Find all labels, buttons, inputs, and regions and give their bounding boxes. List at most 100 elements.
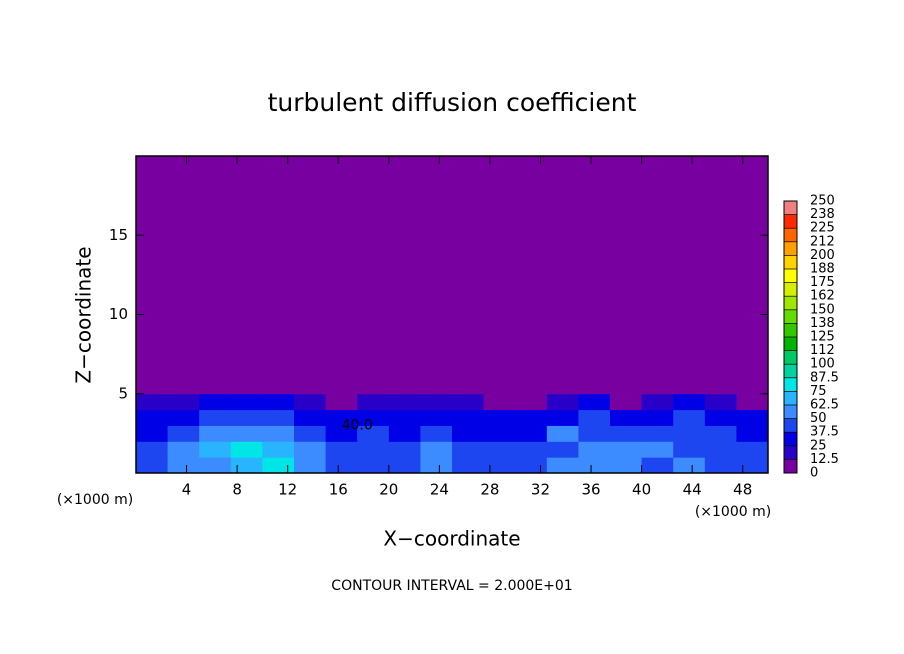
x-tick-label: 20 <box>379 481 398 499</box>
cell <box>230 457 263 474</box>
cell <box>294 425 327 442</box>
cell <box>483 156 516 395</box>
cell <box>357 425 390 442</box>
cell <box>294 409 327 426</box>
colorbar-label: 188 <box>810 262 835 277</box>
cell <box>167 441 200 458</box>
colorbar-swatch <box>784 269 797 283</box>
cell <box>483 441 516 458</box>
cell <box>357 156 390 395</box>
cell <box>388 393 421 411</box>
cell <box>136 393 169 411</box>
cell <box>167 457 200 474</box>
cell <box>546 457 579 474</box>
cell <box>641 457 674 474</box>
cell <box>515 425 548 442</box>
cell <box>515 409 548 426</box>
cell <box>673 425 706 442</box>
cell <box>546 441 579 458</box>
cell <box>294 156 327 395</box>
y-tick-label: 15 <box>109 226 128 244</box>
cell <box>452 156 485 395</box>
cell <box>452 425 485 442</box>
cell <box>610 441 643 458</box>
cell <box>230 409 263 426</box>
colorbar-label: 75 <box>810 384 827 399</box>
cell <box>167 425 200 442</box>
colorbar-label: 12.5 <box>810 452 839 467</box>
cell <box>515 457 548 474</box>
cell <box>736 441 769 458</box>
x-tick-label: 44 <box>683 481 702 499</box>
cell <box>136 425 169 442</box>
cell <box>388 409 421 426</box>
colorbar-swatch <box>784 282 797 297</box>
colorbar-label: 212 <box>810 234 835 249</box>
y-axis-label: Z−coordinate <box>72 246 96 383</box>
cell <box>610 457 643 474</box>
colorbar-label: 138 <box>810 316 835 331</box>
colorbar-label: 162 <box>810 289 835 304</box>
cell <box>325 457 358 474</box>
cell <box>167 409 200 426</box>
cell <box>610 409 643 426</box>
cell <box>704 409 737 426</box>
cell <box>199 156 232 395</box>
cell <box>704 425 737 442</box>
cell <box>388 441 421 458</box>
colorbar-swatch <box>784 418 797 433</box>
cell <box>736 409 769 426</box>
cell <box>262 441 295 458</box>
cell <box>673 156 706 395</box>
cell <box>262 457 295 474</box>
cell <box>641 425 674 442</box>
x-tick-label: 32 <box>531 481 550 499</box>
colorbar-label: 250 <box>810 194 835 209</box>
cell <box>136 156 169 395</box>
colorbar-label: 238 <box>810 207 835 222</box>
chart-title: turbulent diffusion coefficient <box>268 88 637 117</box>
cell <box>357 457 390 474</box>
cell <box>357 441 390 458</box>
cell <box>420 457 453 474</box>
y-unit: (×1000 m) <box>57 492 133 508</box>
cell <box>546 156 579 395</box>
colorbar-swatch <box>784 432 797 446</box>
cell <box>673 393 706 411</box>
cell <box>388 457 421 474</box>
colorbar-swatch <box>784 377 797 392</box>
cell <box>736 425 769 442</box>
colorbar-swatch <box>784 214 797 229</box>
cell <box>578 425 611 442</box>
cell <box>673 441 706 458</box>
colorbar-label: 87.5 <box>810 370 839 385</box>
cell <box>641 393 674 411</box>
colorbar-swatch <box>784 201 797 215</box>
cell <box>578 409 611 426</box>
x-unit: (×1000 m) <box>695 504 771 520</box>
cell <box>641 156 674 395</box>
cell <box>452 409 485 426</box>
x-tick-label: 8 <box>232 481 242 499</box>
colorbar-label: 200 <box>810 248 835 263</box>
cell <box>230 425 263 442</box>
cell <box>325 441 358 458</box>
cell <box>388 156 421 395</box>
cell <box>610 425 643 442</box>
cell <box>641 441 674 458</box>
cell <box>704 156 737 395</box>
cell <box>483 393 516 411</box>
cell <box>736 393 769 411</box>
colorbar-swatch <box>784 323 797 337</box>
cell <box>420 409 453 426</box>
cell <box>325 393 358 411</box>
cell <box>420 393 453 411</box>
cell <box>452 393 485 411</box>
x-tick-label: 40 <box>632 481 651 499</box>
cell <box>136 457 169 474</box>
colorbar-swatch <box>784 228 797 242</box>
cell <box>704 441 737 458</box>
cell <box>483 425 516 442</box>
cell <box>136 441 169 458</box>
